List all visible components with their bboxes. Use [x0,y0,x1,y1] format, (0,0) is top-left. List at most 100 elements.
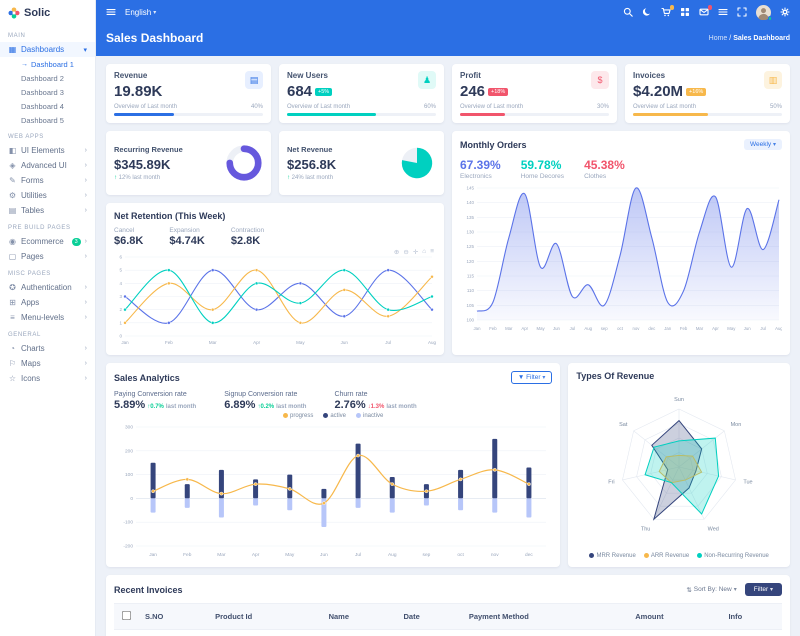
chart-toolbar: ⊕ ⊖ ✛ ⌂ ≡ [394,248,434,256]
orders-stats: 67.39% Electronics 59.78% Home Decores 45.38… [460,158,782,180]
sort-by-dropdown[interactable]: ⇅ Sort By: New ▾ [686,586,736,594]
chart-tool-zoom-in-icon[interactable]: ⊕ [393,249,400,256]
sidebar-item-label: Charts [21,344,45,353]
filter-label: Filter [526,374,541,381]
svg-text:Feb: Feb [165,340,173,345]
stat-label: Invoices [633,71,666,80]
svg-text:Mar: Mar [209,340,217,345]
chart-tool-zoom-out-icon[interactable]: ⊖ [403,249,409,256]
sidebar-item-label: Tables [21,206,45,215]
chevron-right-icon: › [84,147,87,154]
sales-analytics-chart: -200 -100 0 100 200 300 Jan Feb Mar Apr May Jun Jul A… [123,425,546,558]
svg-text:5: 5 [119,268,122,273]
sidebar-item-utilities[interactable]: ⚙ Utilities › [0,188,95,203]
svg-text:100: 100 [466,318,474,323]
sidebar-item-forms[interactable]: ✎ Forms › [0,173,95,188]
sidebar-item-maps[interactable]: ⚐ Maps › [0,356,95,371]
sidebar-section-label: WEB APPS [8,134,44,140]
menu-toggle-icon[interactable] [106,7,116,17]
legend-dot [643,553,649,558]
cell-date [397,629,463,636]
pie-chart [398,144,436,182]
stat-note-row: Overview of Last month 60% [287,104,436,110]
svg-text:Feb: Feb [183,552,192,558]
sidebar-item-icons[interactable]: ☆ Icons › [0,371,95,386]
charts-icon: ◔ [10,344,15,353]
weekly-dropdown[interactable]: Weekly ▾ [743,139,782,150]
analytics-metrics: Paying Conversion rate 5.89% ↑0.7% last mon… [114,391,552,411]
svg-text:200: 200 [125,448,133,454]
orders-stat-percent: 67.39% [460,158,501,172]
sidebar-section-label: GENERAL [8,332,41,338]
metric-suffix: last month [165,404,197,410]
search-icon[interactable] [623,7,633,17]
chart-tool-pan-icon[interactable]: ✛ [412,249,419,256]
sidebar-item-label: Dashboards [21,45,65,54]
chart-tool-menu-icon[interactable]: ≡ [430,248,434,255]
svg-text:-100: -100 [123,520,133,526]
invoices-body [114,629,782,636]
donut-chart [225,144,263,182]
stat-note-row: Overview of Last month 30% [460,104,609,110]
cart-icon[interactable] [661,5,674,17]
mail-icon[interactable] [699,5,712,17]
analytics-filter-button[interactable]: ▼ Filter ▾ [510,371,553,384]
svg-text:0: 0 [119,334,122,339]
sidebar-item-apps[interactable]: ⊞ Apps › [0,295,95,310]
invoices-filter-button[interactable]: Filter ▾ [744,583,782,597]
moon-icon[interactable] [642,7,652,17]
legend-active: active [323,413,346,419]
metric-suffix: last month [276,404,307,410]
legend-dot [697,553,703,558]
svg-text:Tue: Tue [744,480,753,486]
sidebar-item-ecommerce[interactable]: ◉ Ecommerce 3 › [0,234,95,249]
grid-icon[interactable] [680,7,690,17]
select-all-checkbox[interactable] [121,611,132,621]
stat-change-badge: +16% [686,87,707,96]
sidebar-nav: MAIN ▦ Dashboards ▾ → Dashboard 1 Dashboard 2 D… [0,26,95,386]
sidebar-subitem-dashboard-2[interactable]: Dashboard 2 [0,71,95,85]
svg-text:oct: oct [457,552,464,558]
stat-percent: 60% [423,104,436,110]
chevron-right-icon: › [84,162,87,169]
sidebar-item-tables[interactable]: ▤ Tables › [0,203,95,218]
fullscreen-icon[interactable] [737,7,747,17]
sidebar-item-authentication[interactable]: ✪ Authentication › [0,280,95,295]
sidebar-item-advanced-ui[interactable]: ◈ Advanced UI › [0,158,95,173]
svg-text:Apr: Apr [252,552,260,558]
brand[interactable]: Solic [0,0,95,26]
mini-card-change: ↑ 24% last month [287,175,336,181]
stat-progress-fill [287,113,377,116]
ecommerce-icon: ◉ [9,237,16,246]
sidebar-subitem-dashboard-5[interactable]: Dashboard 5 [0,113,95,127]
svg-text:130: 130 [466,230,474,235]
svg-text:dec: dec [525,552,533,558]
notification-badge [707,5,712,10]
avatar[interactable] [756,4,772,21]
language-selector[interactable]: English ▾ [125,8,156,17]
sidebar-subitem-dashboard-1[interactable]: → Dashboard 1 [0,57,95,71]
svg-text:3: 3 [119,294,122,299]
sidebar-item-dashboards[interactable]: ▦ Dashboards ▾ [0,42,95,57]
sidebar-item-charts[interactable]: ◔ Charts › [0,341,95,356]
stat-value-text: $4.20M [633,83,684,100]
chart-tool-home-icon[interactable]: ⌂ [422,248,427,255]
table-row[interactable] [114,629,782,636]
legend-progress: progress [282,413,313,419]
breadcrumb-home[interactable]: Home [708,34,728,42]
sidebar-item-ui-elements[interactable]: ◧ UI Elements › [0,143,95,158]
svg-text:Mar: Mar [217,552,226,558]
metric-paying-conversion-rate: Paying Conversion rate 5.89% ↑0.7% last mon… [114,391,196,411]
tables-icon: ▤ [8,206,17,215]
sidebar-subitem-label: Dashboard 1 [31,59,74,69]
sidebar-subitem-dashboard-4[interactable]: Dashboard 4 [0,99,95,113]
gear-icon[interactable] [780,7,790,17]
sidebar-item-pages[interactable]: ▢ Pages › [0,249,95,264]
list-icon[interactable] [718,7,728,17]
sidebar-item-menu-levels[interactable]: ≡ Menu-levels › [0,310,95,325]
stat-progress [460,113,609,116]
chevron-right-icon: › [84,238,87,245]
sidebar-subitem-dashboard-3[interactable]: Dashboard 3 [0,85,95,99]
stat-value-text: 19.89K [114,83,163,100]
stats-row: Revenue ▤ 19.89K Overview of Last month 40% N… [106,64,790,123]
